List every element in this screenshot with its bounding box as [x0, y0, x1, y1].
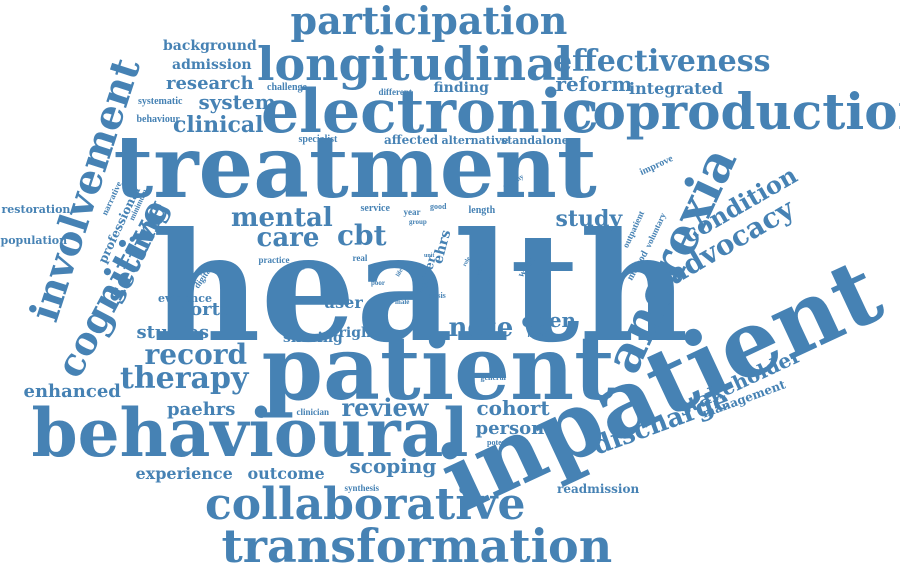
- word-treatment: treatment: [113, 117, 597, 218]
- word-longitudinal: longitudinal: [257, 37, 574, 91]
- word-scoping: scoping: [349, 454, 437, 478]
- word-male: male: [395, 297, 410, 306]
- word-population: population: [0, 233, 68, 247]
- word-therapy: therapy: [120, 361, 249, 396]
- word-person: person: [475, 418, 545, 439]
- word-clinician: clinician: [296, 406, 330, 417]
- word-improve: improve: [637, 153, 675, 179]
- word-system: system: [198, 90, 276, 114]
- word-behaviour: behaviour: [136, 114, 180, 125]
- word-reform: reform: [555, 72, 633, 96]
- word-affected: affected: [384, 133, 439, 147]
- word-electronic: electronic: [261, 77, 599, 147]
- word-readmission: readmission: [557, 482, 640, 496]
- word-behavioural: behavioural: [31, 394, 469, 472]
- word-record: record: [144, 338, 248, 371]
- word-open: open: [521, 308, 577, 332]
- word-experience: experience: [135, 464, 233, 483]
- word-care: care: [256, 223, 320, 253]
- word-good: good: [430, 202, 447, 211]
- word-year: year: [403, 206, 421, 217]
- word-real: real: [352, 252, 368, 263]
- word-portal: portal: [177, 299, 239, 320]
- word-outcome: outcome: [247, 464, 325, 483]
- word-research: research: [166, 73, 254, 94]
- word-admission: admission: [172, 57, 252, 73]
- word-participation: participation: [290, 0, 568, 43]
- word-transformation: transformation: [221, 519, 613, 568]
- word-model: model: [527, 330, 549, 339]
- word-synthesis: synthesis: [344, 482, 380, 493]
- word-mental: mental: [231, 203, 333, 233]
- word-collaborative: collaborative: [205, 479, 526, 530]
- word-restoration: restoration: [1, 202, 71, 216]
- word-sharing: sharing: [283, 330, 343, 346]
- word-third: third: [379, 264, 393, 270]
- word-health: health: [151, 200, 689, 376]
- word-right: right: [338, 325, 378, 341]
- word-paehrs: paehrs: [167, 399, 236, 420]
- word-integrated: integrated: [629, 79, 724, 98]
- word-cohort: cohort: [476, 396, 550, 420]
- word-note: note: [448, 313, 514, 343]
- word-enhanced: enhanced: [23, 381, 121, 402]
- word-different: different: [378, 86, 412, 97]
- word-systematic: systematic: [138, 96, 183, 107]
- word-studies: studies: [136, 322, 210, 343]
- word-review: review: [341, 393, 429, 422]
- word-poor: poor: [371, 278, 385, 287]
- word-cbt: cbt: [337, 219, 387, 252]
- word-standalone: standalone: [501, 133, 569, 147]
- word-general: general: [480, 373, 506, 382]
- word-alternative: alternative: [441, 133, 509, 147]
- word-background: background: [163, 38, 257, 54]
- word-finding: finding: [433, 80, 489, 96]
- word-study: study: [555, 206, 623, 232]
- word-practice: practice: [258, 254, 290, 265]
- word-potential: potential: [487, 438, 518, 447]
- word-unit: unit: [424, 253, 435, 259]
- word-crisis: crisis: [428, 291, 446, 300]
- word-challenge: challenge: [267, 82, 307, 93]
- word-user: user: [323, 293, 363, 312]
- word-clinical: clinical: [173, 112, 264, 138]
- word-service: service: [360, 203, 390, 214]
- word-patient: patient: [261, 316, 615, 420]
- word-effectiveness: effectiveness: [553, 44, 771, 79]
- word-length: length: [468, 205, 496, 216]
- word-coproduction: coproduction: [562, 82, 900, 141]
- word-evidence: evidence: [158, 291, 212, 305]
- word-specialist: specialist: [298, 134, 338, 145]
- word-group: group: [409, 217, 427, 226]
